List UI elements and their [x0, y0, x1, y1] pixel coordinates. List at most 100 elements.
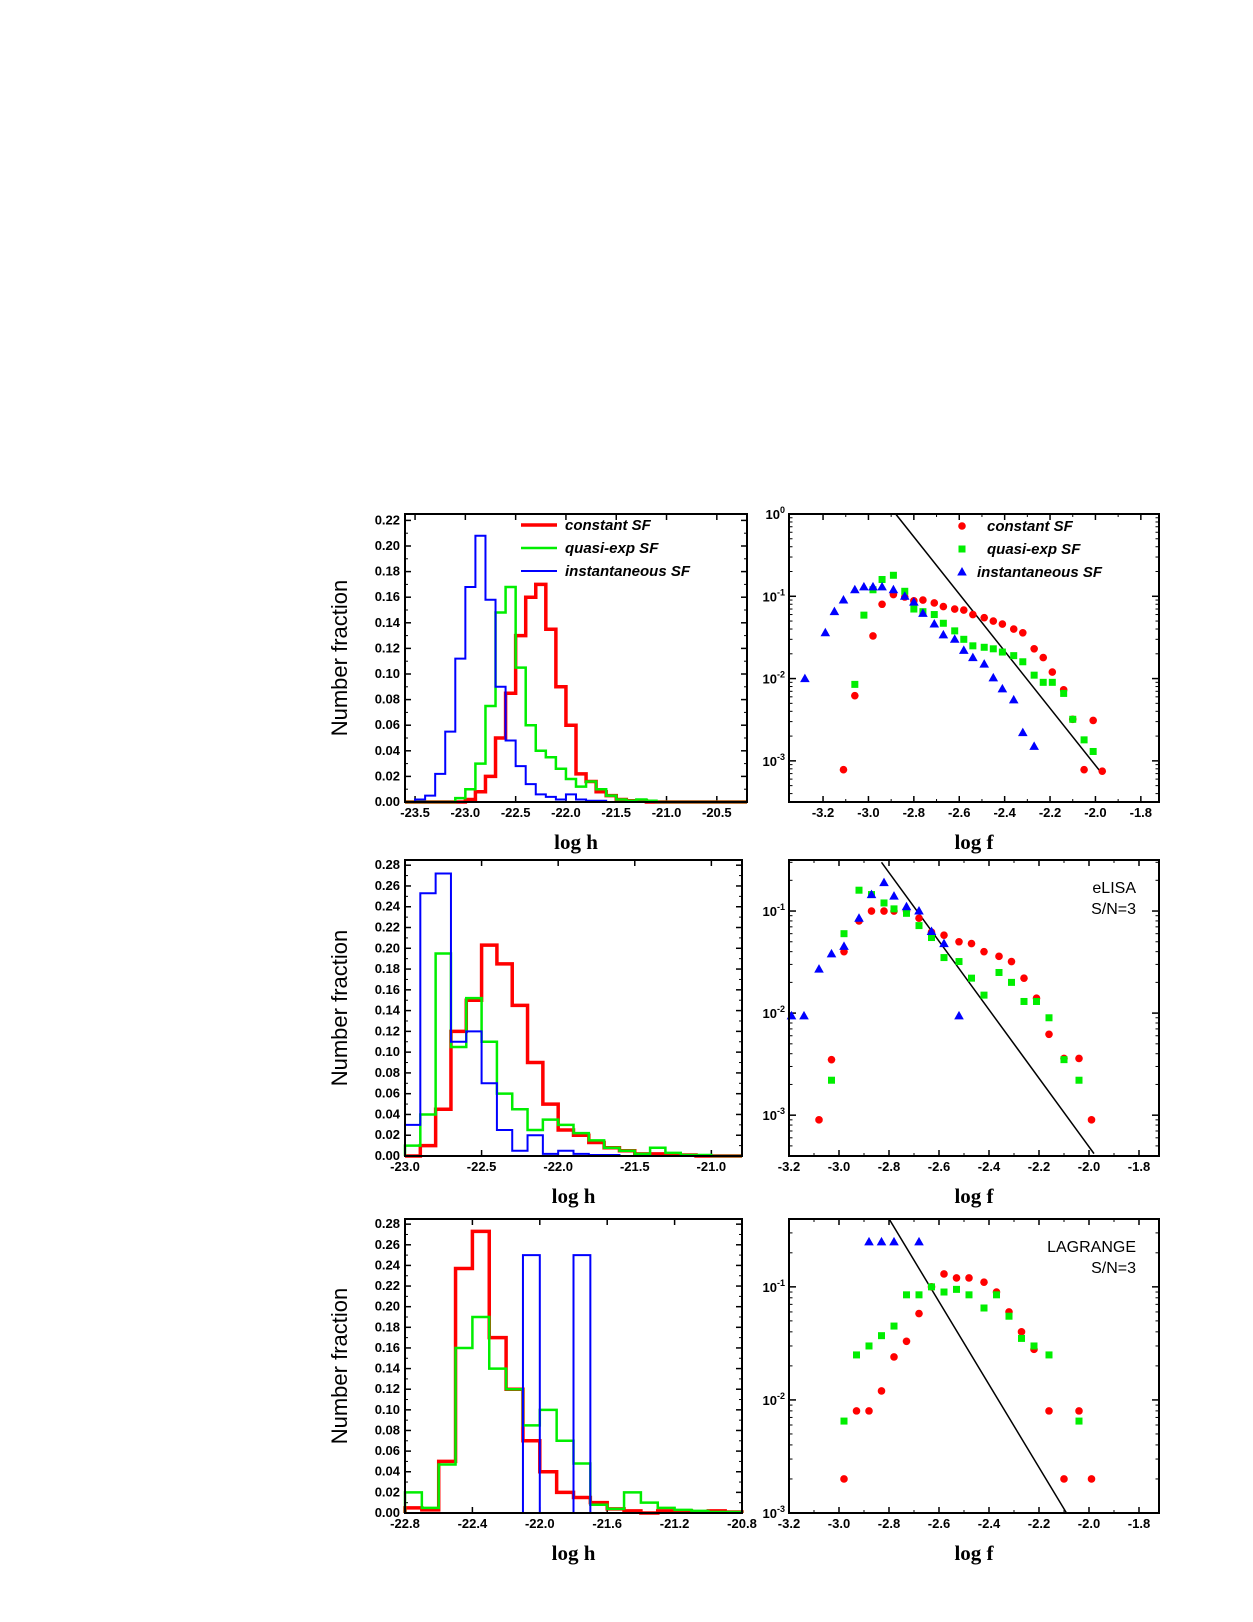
- legend-label-1: quasi-exp SF: [987, 541, 1081, 558]
- point-constant: [965, 1274, 973, 1282]
- y-axis-label: Number fraction: [327, 930, 352, 1087]
- point-quasi-exp: [880, 899, 888, 907]
- x-tick-label: -2.6: [948, 805, 970, 820]
- point-constant: [867, 907, 876, 915]
- point-constant: [877, 1387, 886, 1395]
- point-constant: [959, 606, 968, 614]
- point-quasi-exp: [889, 571, 897, 579]
- point-quasi-exp: [1045, 1014, 1053, 1022]
- point-instantaneous: [958, 645, 969, 654]
- point-instantaneous: [918, 608, 928, 617]
- panel-hist2: 0.00 0.02 0.04 0.06 0.08 0.10 0.12 0.14 0.16 0.18…: [327, 857, 743, 1208]
- x-tick-label: -22.0: [551, 805, 581, 820]
- x-tick-label: -2.2: [1028, 1159, 1050, 1174]
- point-quasi-exp: [980, 991, 988, 999]
- point-constant: [1087, 1116, 1096, 1124]
- point-quasi-exp: [928, 1283, 935, 1291]
- histogram-series-instantaneous: [404, 872, 742, 1157]
- x-tick-label: -2.8: [878, 1159, 900, 1174]
- y-tick-label: 0.16: [375, 1340, 400, 1355]
- point-instantaneous: [826, 948, 837, 958]
- point-constant: [950, 605, 959, 613]
- point-quasi-exp: [853, 1351, 860, 1359]
- point-quasi-exp: [851, 680, 859, 688]
- y-tick-label: 0.26: [375, 1237, 400, 1252]
- y-tick-label: 0.22: [375, 1278, 400, 1293]
- point-instantaneous: [868, 581, 878, 591]
- y-tick-label: 0.22: [375, 512, 400, 527]
- point-quasi-exp: [928, 934, 935, 942]
- point-instantaneous: [968, 652, 978, 662]
- y-tick-base: 10: [763, 1393, 777, 1408]
- point-constant: [851, 691, 859, 700]
- y-tick-exponent: -1: [777, 902, 785, 912]
- x-axis-label: log f: [954, 1541, 994, 1565]
- point-constant: [1089, 716, 1097, 725]
- x-tick-label: -2.4: [993, 805, 1016, 820]
- x-axis-label: log f: [954, 1184, 994, 1208]
- annotation-line-1: S/N=3: [1091, 1260, 1136, 1277]
- fit-line: [895, 513, 1101, 772]
- y-tick-base: 10: [763, 672, 777, 687]
- y-tick-label: 0.18: [375, 564, 400, 579]
- point-constant: [940, 1270, 948, 1278]
- y-axis-label: Number fraction: [327, 1288, 352, 1445]
- y-tick-label: 0.10: [375, 1402, 400, 1417]
- point-quasi-exp: [890, 905, 898, 913]
- x-tick-label: -1.8: [1128, 1159, 1150, 1174]
- y-tick-exponent: -3: [777, 1106, 785, 1116]
- point-constant: [955, 937, 963, 946]
- point-quasi-exp: [860, 611, 868, 619]
- point-instantaneous: [914, 906, 924, 915]
- point-constant: [1048, 668, 1057, 676]
- point-constant: [1060, 1475, 1068, 1483]
- panel-freq3: -3.2 -3.0 -2.8 -2.6 -2.4 -2.2 -2.0 -1.810-110-2…: [763, 1218, 1160, 1565]
- point-quasi-exp: [1075, 1417, 1083, 1425]
- point-instantaneous: [929, 619, 940, 628]
- y-tick-exponent: -3: [777, 1504, 785, 1514]
- point-instantaneous: [988, 672, 999, 682]
- y-tick-label: 10-3: [763, 1504, 785, 1521]
- y-tick-base: 10: [763, 904, 777, 919]
- point-quasi-exp: [1030, 671, 1038, 679]
- x-tick-label: -22.5: [467, 1159, 497, 1174]
- y-tick-label: 0.16: [375, 982, 400, 997]
- x-tick-label: -3.2: [812, 805, 834, 820]
- y-tick-label: 0.00: [375, 1148, 400, 1163]
- y-tick-label: 0.26: [375, 878, 400, 893]
- legend-label-0: constant SF: [565, 517, 652, 534]
- y-tick-label: 0.24: [375, 1257, 401, 1272]
- point-constant: [1017, 1328, 1026, 1336]
- point-instantaneous: [864, 1236, 874, 1246]
- point-quasi-exp: [1033, 997, 1040, 1005]
- x-tick-label: -2.4: [978, 1159, 1001, 1174]
- point-instantaneous: [1008, 694, 1019, 704]
- y-tick-exponent: -2: [777, 670, 785, 680]
- point-quasi-exp: [1069, 715, 1077, 723]
- point-instantaneous: [939, 938, 949, 948]
- y-tick-exponent: -1: [777, 1278, 785, 1288]
- point-constant: [1039, 653, 1048, 662]
- point-instantaneous: [876, 1236, 887, 1246]
- point-quasi-exp: [1060, 1056, 1068, 1064]
- y-tick-label: 0.16: [375, 589, 400, 604]
- point-instantaneous: [799, 1010, 809, 1020]
- point-instantaneous: [879, 877, 889, 887]
- legend-label-2: instantaneous SF: [565, 563, 691, 580]
- x-tick-label: -21.5: [601, 805, 631, 820]
- y-tick-label: 0.28: [375, 857, 400, 872]
- point-constant: [952, 1274, 961, 1282]
- point-quasi-exp: [910, 605, 918, 613]
- point-constant: [1098, 767, 1107, 775]
- panel-hist3: 0.00 0.02 0.04 0.06 0.08 0.10 0.12 0.14 0.16 0.18…: [327, 1216, 757, 1565]
- y-axis-label: Number fraction: [327, 580, 352, 737]
- point-instantaneous: [926, 926, 937, 936]
- x-tick-label: -21.2: [660, 1516, 690, 1531]
- x-tick-label: -22.8: [390, 1516, 420, 1531]
- y-tick-label: 0.08: [375, 692, 400, 707]
- x-tick-label: -23.0: [390, 1159, 420, 1174]
- y-tick-label: 0.12: [375, 640, 400, 655]
- point-quasi-exp: [951, 627, 959, 635]
- point-constant: [998, 620, 1007, 628]
- point-instantaneous: [854, 913, 864, 922]
